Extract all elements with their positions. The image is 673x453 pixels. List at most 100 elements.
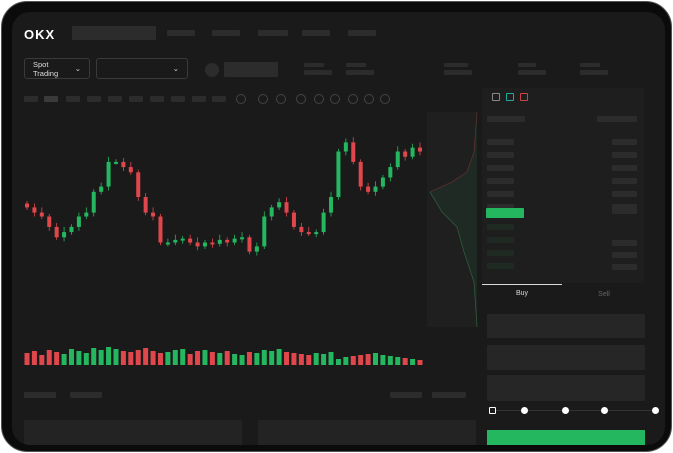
candle-body (388, 167, 393, 178)
volume-bar (46, 350, 52, 365)
candle-body (151, 212, 156, 217)
volume-bar (157, 353, 163, 365)
timeframe-button[interactable] (150, 96, 164, 102)
volume-bar (224, 351, 230, 365)
timeframe-button[interactable] (87, 96, 101, 102)
volume-bar (180, 349, 186, 365)
buy-button[interactable] (487, 430, 645, 445)
timeframe-button[interactable] (192, 96, 206, 102)
candlestick-chart[interactable] (12, 12, 665, 445)
volume-bar (68, 349, 74, 365)
drawing-tool-icon[interactable] (296, 94, 306, 104)
timeframe-button[interactable] (44, 96, 58, 102)
drawing-tool-icon[interactable] (364, 94, 374, 104)
volume-bar (143, 348, 149, 365)
slider-stop[interactable] (489, 407, 496, 414)
nav-item[interactable] (212, 30, 240, 36)
drawing-tool-icon[interactable] (348, 94, 358, 104)
volume-bar (261, 350, 267, 365)
bid-price (487, 263, 514, 269)
slider-stop[interactable] (562, 407, 569, 414)
volume-bar (31, 351, 37, 365)
price-input[interactable] (487, 314, 645, 338)
drawing-tool-icon[interactable] (330, 94, 340, 104)
timeframe-button[interactable] (212, 96, 226, 102)
timeframe-button[interactable] (66, 96, 80, 102)
volume-bar (373, 353, 379, 365)
orderbook-layout-icon[interactable] (520, 93, 528, 101)
screen: OKX Spot Trading ⌄ ⌄ Buy Sell (12, 12, 665, 445)
percent-slider-track[interactable] (492, 410, 657, 411)
ask-price (487, 152, 514, 158)
nav-item[interactable] (302, 30, 330, 36)
volume-bar (232, 354, 238, 365)
candle-body (39, 212, 44, 217)
candle-body (91, 191, 96, 213)
volume-bar (269, 351, 275, 365)
drawing-tool-icon[interactable] (236, 94, 246, 104)
ask-amount (612, 208, 637, 214)
volume-bar (410, 359, 416, 365)
volume-bar (91, 348, 97, 365)
volume-bar (39, 355, 45, 365)
candle-body (403, 151, 408, 157)
stat-value (304, 70, 332, 75)
tab-history[interactable] (70, 392, 102, 398)
candle-body (32, 207, 37, 213)
stat-value (346, 70, 374, 75)
orderbook-layout-icon[interactable] (506, 93, 514, 101)
stat-label (444, 63, 468, 67)
slider-stop[interactable] (652, 407, 659, 414)
candle-body (351, 142, 356, 162)
nav-item[interactable] (348, 30, 376, 36)
timeframe-button[interactable] (24, 96, 38, 102)
filter-button[interactable] (390, 392, 422, 398)
candle-body (366, 186, 371, 192)
ask-price (487, 139, 514, 145)
search-bar[interactable] (72, 26, 156, 40)
tab-orders[interactable] (24, 392, 56, 398)
total-input[interactable] (487, 375, 645, 401)
slider-stop[interactable] (521, 407, 528, 414)
tab-sell[interactable]: Sell (598, 291, 610, 298)
market-select[interactable]: Spot Trading ⌄ (24, 58, 90, 79)
volume-bar (291, 353, 297, 365)
volume-bar (239, 355, 245, 365)
volume-bar (135, 350, 141, 365)
volume-bar (83, 353, 89, 365)
slider-stop[interactable] (601, 407, 608, 414)
volume-bar (54, 352, 60, 365)
depth-ask-line (429, 111, 478, 193)
volume-bar (343, 357, 349, 365)
timeframe-button[interactable] (108, 96, 122, 102)
ask-price (487, 191, 514, 197)
volume-bar (113, 349, 119, 365)
timeframe-button[interactable] (171, 96, 185, 102)
candle-body (202, 242, 207, 247)
amount-input[interactable] (487, 345, 645, 370)
nav-item[interactable] (258, 30, 288, 36)
nav-item[interactable] (167, 30, 195, 36)
timeframe-button[interactable] (129, 96, 143, 102)
candle-body (217, 239, 222, 244)
filter-button[interactable] (432, 392, 466, 398)
volume-bar (202, 350, 208, 365)
bid-price (487, 250, 514, 256)
stat-label (346, 63, 366, 67)
pair-select[interactable]: ⌄ (96, 58, 188, 79)
orderbook-layout-icon[interactable] (492, 93, 500, 101)
candle-body (62, 232, 67, 238)
ask-amount (612, 178, 637, 184)
stat-value (580, 70, 608, 75)
volume-bar (313, 353, 319, 365)
candle-body (188, 238, 193, 243)
drawing-tool-icon[interactable] (276, 94, 286, 104)
drawing-tool-icon[interactable] (258, 94, 268, 104)
tab-buy[interactable]: Buy (515, 290, 529, 297)
candle-body (106, 161, 111, 187)
candle-body (321, 212, 326, 233)
drawing-tool-icon[interactable] (380, 94, 390, 104)
drawing-tool-icon[interactable] (314, 94, 324, 104)
candle-body (180, 238, 185, 241)
